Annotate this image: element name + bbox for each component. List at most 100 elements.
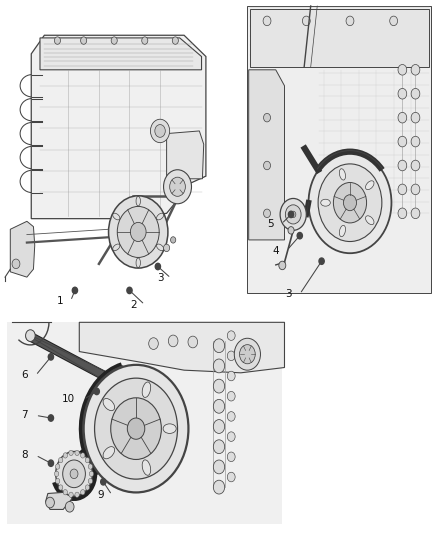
Circle shape — [149, 338, 158, 350]
Circle shape — [46, 497, 54, 508]
Circle shape — [155, 125, 165, 138]
Circle shape — [56, 464, 60, 469]
Circle shape — [170, 237, 176, 243]
Circle shape — [398, 208, 407, 219]
Circle shape — [398, 112, 407, 123]
Circle shape — [56, 479, 60, 484]
Circle shape — [88, 479, 93, 484]
Circle shape — [59, 485, 63, 490]
Circle shape — [398, 64, 407, 75]
Circle shape — [286, 205, 301, 224]
Circle shape — [168, 335, 178, 347]
Circle shape — [101, 479, 106, 485]
Circle shape — [398, 88, 407, 99]
Circle shape — [227, 371, 235, 381]
Circle shape — [81, 453, 85, 458]
Circle shape — [227, 351, 235, 361]
Polygon shape — [31, 35, 206, 219]
Circle shape — [48, 415, 53, 421]
Circle shape — [398, 160, 407, 171]
Circle shape — [63, 460, 85, 488]
Ellipse shape — [366, 181, 374, 190]
Ellipse shape — [103, 447, 115, 459]
Circle shape — [213, 339, 225, 353]
Circle shape — [75, 450, 79, 456]
Circle shape — [56, 451, 92, 496]
Circle shape — [227, 432, 235, 441]
Circle shape — [411, 64, 420, 75]
Text: 3: 3 — [286, 289, 292, 299]
Circle shape — [398, 184, 407, 195]
Circle shape — [264, 209, 271, 217]
Circle shape — [213, 399, 225, 413]
Text: 5: 5 — [267, 219, 274, 229]
Text: 9: 9 — [98, 490, 104, 500]
Circle shape — [72, 287, 78, 294]
Ellipse shape — [339, 225, 346, 237]
Circle shape — [213, 379, 225, 393]
Polygon shape — [247, 6, 431, 293]
Ellipse shape — [321, 199, 330, 206]
Circle shape — [264, 161, 271, 169]
Circle shape — [390, 16, 398, 26]
Circle shape — [81, 490, 85, 495]
Circle shape — [54, 37, 60, 44]
Circle shape — [25, 330, 35, 342]
Circle shape — [411, 208, 420, 219]
Circle shape — [88, 464, 93, 469]
Polygon shape — [79, 322, 285, 373]
Text: 2: 2 — [131, 300, 137, 310]
Circle shape — [48, 354, 53, 360]
Circle shape — [346, 16, 354, 26]
Circle shape — [63, 490, 67, 495]
Circle shape — [69, 450, 73, 456]
Circle shape — [227, 452, 235, 462]
Polygon shape — [40, 38, 201, 70]
Circle shape — [172, 37, 178, 44]
Circle shape — [227, 411, 235, 421]
Text: 7: 7 — [21, 410, 28, 421]
Circle shape — [188, 336, 198, 348]
Text: 3: 3 — [157, 273, 163, 283]
Circle shape — [411, 160, 420, 171]
Circle shape — [240, 345, 255, 364]
Circle shape — [288, 227, 294, 234]
Circle shape — [213, 480, 225, 494]
Circle shape — [411, 112, 420, 123]
Circle shape — [227, 391, 235, 401]
Circle shape — [127, 418, 145, 439]
Polygon shape — [250, 9, 428, 67]
Circle shape — [94, 388, 99, 394]
Circle shape — [95, 378, 177, 479]
Circle shape — [150, 119, 170, 143]
Circle shape — [227, 331, 235, 341]
Circle shape — [411, 136, 420, 147]
Circle shape — [70, 469, 78, 479]
Circle shape — [213, 440, 225, 454]
Ellipse shape — [103, 399, 115, 410]
Circle shape — [85, 485, 90, 490]
Circle shape — [302, 16, 310, 26]
Polygon shape — [166, 131, 204, 179]
Circle shape — [318, 164, 382, 241]
Circle shape — [155, 263, 160, 270]
Circle shape — [75, 492, 79, 497]
Circle shape — [54, 471, 59, 477]
Circle shape — [109, 196, 168, 268]
Ellipse shape — [163, 424, 176, 433]
Circle shape — [343, 195, 357, 211]
Ellipse shape — [142, 460, 151, 475]
Polygon shape — [249, 70, 285, 240]
Polygon shape — [7, 322, 283, 524]
Circle shape — [297, 232, 302, 239]
Text: 10: 10 — [62, 394, 75, 405]
Circle shape — [398, 136, 407, 147]
Circle shape — [234, 338, 261, 370]
Circle shape — [131, 222, 146, 241]
Circle shape — [48, 460, 53, 466]
Circle shape — [84, 365, 188, 492]
Circle shape — [117, 206, 159, 257]
Circle shape — [333, 182, 367, 223]
Circle shape — [213, 419, 225, 433]
Circle shape — [163, 169, 191, 204]
